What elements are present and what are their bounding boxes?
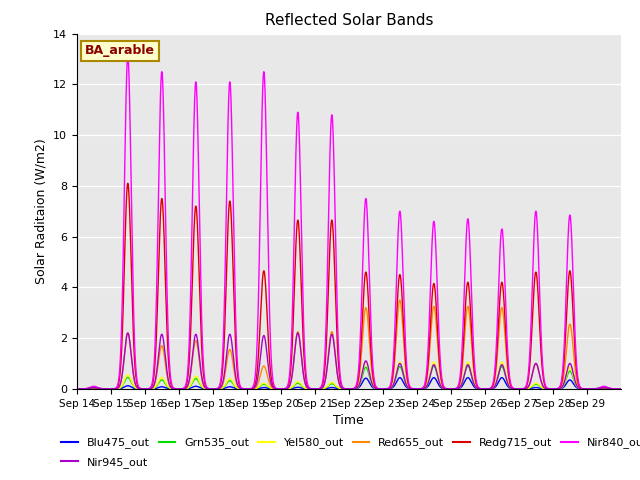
Title: Reflected Solar Bands: Reflected Solar Bands [264,13,433,28]
X-axis label: Time: Time [333,414,364,427]
Y-axis label: Solar Raditaion (W/m2): Solar Raditaion (W/m2) [35,138,47,284]
Text: BA_arable: BA_arable [85,44,155,57]
Legend: Nir945_out: Nir945_out [57,452,152,472]
Legend: Blu475_out, Grn535_out, Yel580_out, Red655_out, Redg715_out, Nir840_out: Blu475_out, Grn535_out, Yel580_out, Red6… [57,433,640,453]
